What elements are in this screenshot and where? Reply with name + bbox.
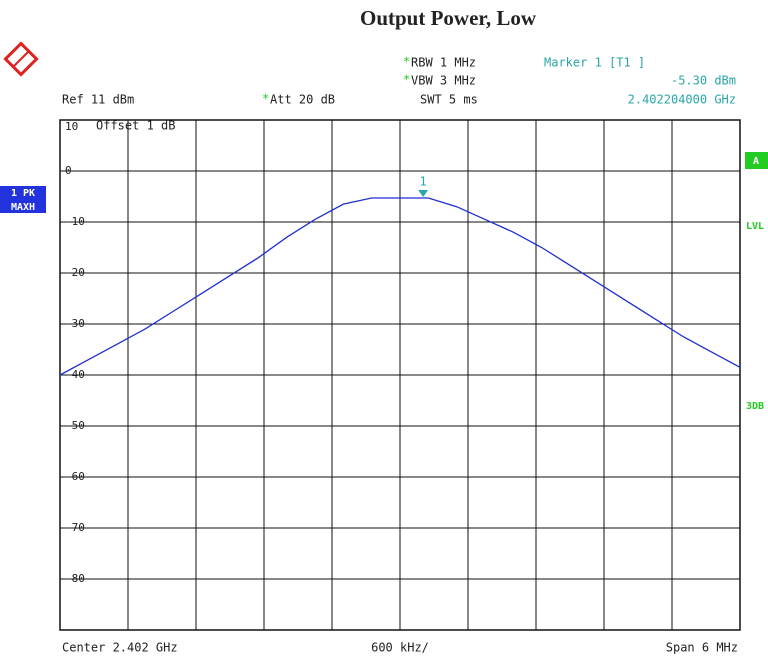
offset: Offset 1 dB: [96, 119, 175, 133]
logo: [3, 41, 39, 77]
att: Att 20 dB: [270, 93, 335, 107]
y-tick-label: -50: [65, 419, 85, 432]
y-tick-label: -30: [65, 317, 85, 330]
div: 600 kHz/: [371, 641, 429, 655]
a-label: A: [753, 156, 759, 167]
rbw-flag: *: [403, 55, 410, 69]
trace-badge: [0, 186, 46, 213]
rbw: RBW 1 MHz: [411, 56, 476, 70]
marker-label: 1: [420, 175, 427, 189]
att-flag: *: [262, 92, 269, 106]
vbw-flag: *: [403, 73, 410, 87]
center-freq: Center 2.402 GHz: [62, 641, 178, 655]
y-tick-label: 10: [65, 120, 78, 133]
y-tick-label: -80: [65, 572, 85, 585]
vbw: VBW 3 MHz: [411, 74, 476, 88]
lvl-label: LVL: [746, 221, 764, 232]
ref-level: Ref 11 dBm: [62, 93, 134, 107]
chart-title: Output Power, Low: [360, 6, 537, 30]
marker: [418, 190, 429, 198]
a-badge: [745, 152, 768, 169]
y-tick-label: -40: [65, 368, 85, 381]
span: Span 6 MHz: [666, 641, 738, 655]
trace: [59, 197, 741, 376]
swt: SWT 5 ms: [420, 93, 478, 107]
y-tick-label: -10: [65, 215, 85, 228]
mode-label: MAXH: [11, 202, 35, 213]
y-tick-label: -60: [65, 470, 85, 483]
marker-title: Marker 1 [T1 ]: [544, 56, 645, 70]
y-tick-label: 0: [65, 164, 72, 177]
marker-freq: 2.402204000 GHz: [628, 93, 736, 107]
y-tick-label: -70: [65, 521, 85, 534]
marker-level: -5.30 dBm: [671, 74, 736, 88]
y-tick-label: -20: [65, 266, 85, 279]
trace-label: 1 PK: [11, 188, 35, 199]
db3-label: 3DB: [746, 401, 764, 412]
